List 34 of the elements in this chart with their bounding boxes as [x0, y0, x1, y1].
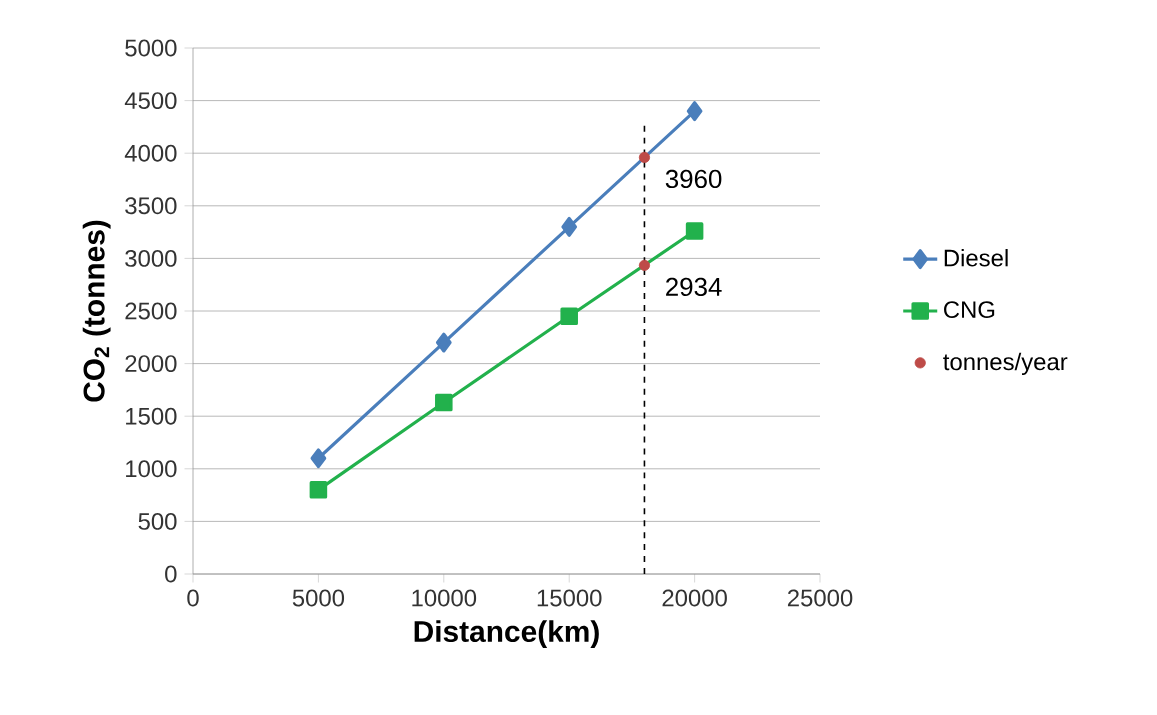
legend-label: Diesel	[944, 248, 1008, 267]
x-axis-title: Distance(km)	[414, 620, 599, 648]
annotation: 2934	[666, 277, 722, 297]
x-tick-label: 5000	[292, 589, 345, 607]
point	[561, 216, 578, 237]
point	[686, 101, 703, 122]
point	[638, 259, 651, 271]
legend-label: CNG	[944, 301, 995, 319]
y-tick-label: 2000	[125, 355, 177, 373]
point	[638, 151, 651, 163]
y-tick-label: 500	[138, 512, 177, 530]
y-tick-label: 4000	[124, 144, 177, 162]
point	[685, 222, 704, 240]
point	[560, 307, 578, 326]
y-tick-label: 4500	[124, 92, 177, 110]
y-tick-label: 0	[165, 565, 177, 583]
point	[435, 393, 453, 412]
point	[435, 332, 452, 353]
x-tick-label: 25000	[787, 589, 853, 607]
y-axis-title: CO$_{2}$ (tonnes)	[82, 220, 111, 402]
y-tick-label: 2500	[125, 302, 177, 320]
annotation: 3960	[665, 169, 722, 189]
y-tick-label: 3500	[125, 197, 177, 215]
x-tick-label: 10000	[412, 589, 477, 607]
x-tick-label: 15000	[537, 589, 602, 607]
y-tick-label: 3000	[125, 249, 177, 267]
x-tick-label: 20000	[662, 589, 727, 607]
point	[310, 448, 327, 469]
point	[309, 481, 328, 499]
y-tick-label: 1000	[126, 460, 177, 478]
legend-label: tonnes/year	[943, 352, 1068, 376]
x-tick-label: 0	[187, 589, 199, 607]
y-tick-label: 1500	[126, 407, 177, 425]
y-tick-label: 5000	[125, 39, 177, 57]
